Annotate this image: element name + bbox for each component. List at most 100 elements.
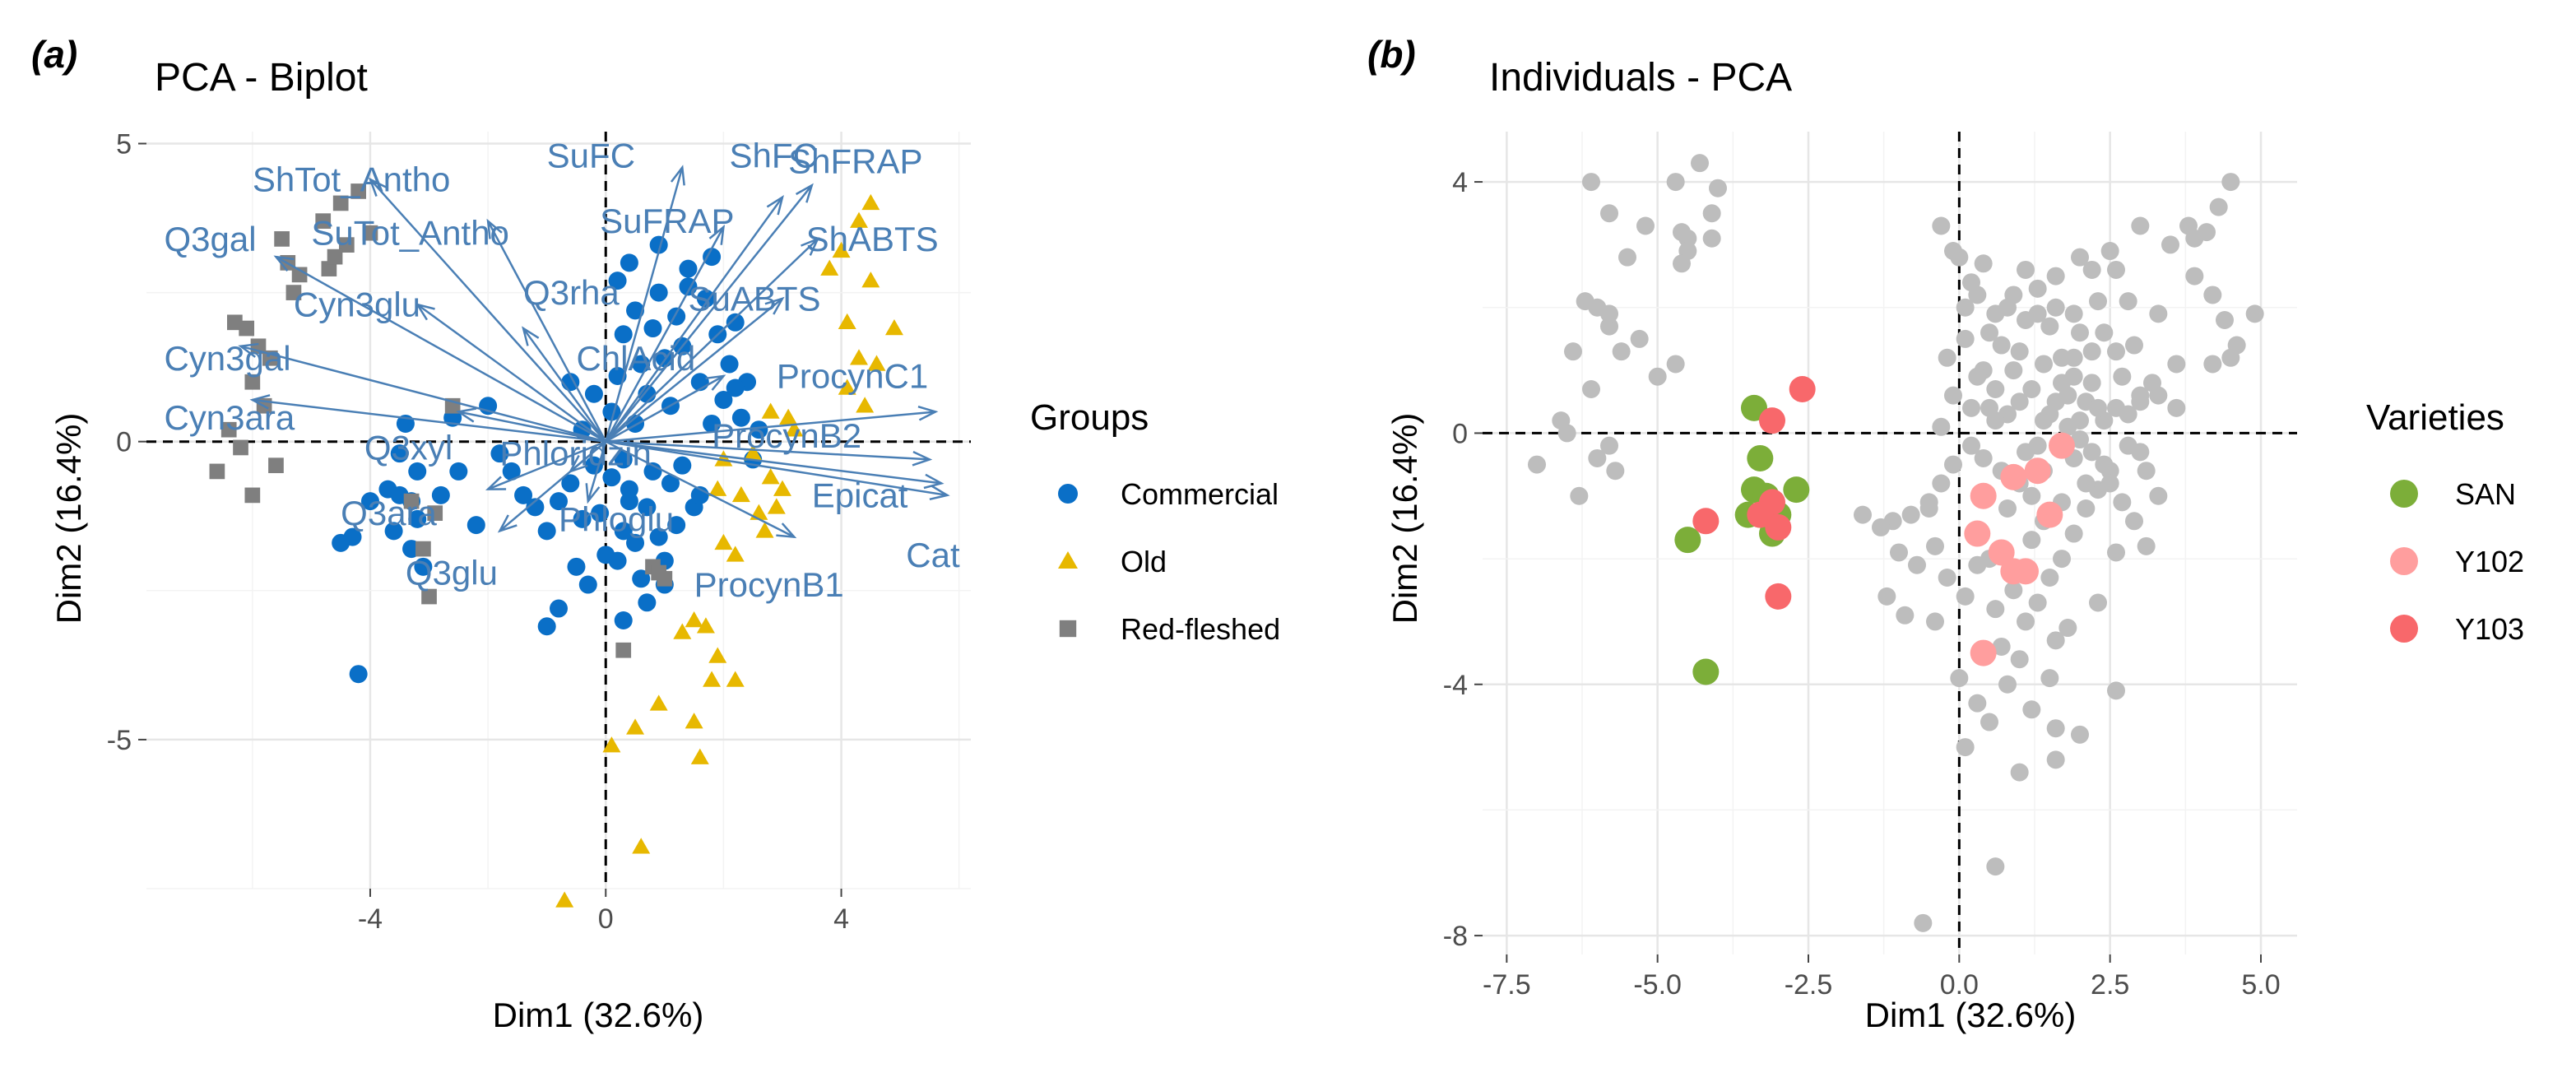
variable-label: Cyn3ara <box>164 398 295 437</box>
background-point <box>1600 304 1618 323</box>
point-old <box>773 480 791 496</box>
background-point <box>2113 493 2132 512</box>
background-point <box>2022 486 2041 505</box>
background-point <box>2137 536 2156 555</box>
background-point <box>1968 694 1987 713</box>
variable-label: SuFRAP <box>600 202 734 240</box>
point-old <box>744 444 763 461</box>
background-point <box>2077 499 2096 518</box>
background-point <box>1944 455 1962 474</box>
point-red-fleshed <box>239 320 255 337</box>
background-point <box>2100 474 2119 493</box>
point-y102 <box>2036 501 2063 528</box>
point-commercial <box>620 492 638 511</box>
point-red-fleshed <box>291 267 308 283</box>
background-point <box>1974 448 1993 467</box>
legend-key-commercial <box>1058 484 1078 504</box>
panel-a-y-axis-label: Dim2 (16.4%) <box>49 413 88 625</box>
variable-label: Q3ara <box>341 494 437 532</box>
background-point <box>2119 292 2137 311</box>
point-commercial <box>649 235 668 254</box>
point-red-fleshed <box>315 213 332 230</box>
point-old <box>785 420 804 437</box>
loading-arrow <box>606 440 948 497</box>
point-commercial <box>626 533 645 552</box>
point-old <box>708 647 727 663</box>
background-point <box>1702 229 1721 248</box>
background-point <box>2216 311 2234 330</box>
background-point <box>2071 411 2089 430</box>
background-point <box>2203 286 2222 304</box>
point-commercial <box>596 546 615 564</box>
point-old <box>820 259 839 276</box>
background-point <box>2071 248 2089 267</box>
point-old <box>779 408 798 425</box>
background-point <box>2245 304 2264 323</box>
loading-arrowhead <box>486 218 503 239</box>
panel-a-legend: Groups Commercial Old Red-fleshed <box>1030 397 1280 646</box>
point-y103 <box>1789 375 1816 402</box>
loading-arrowhead <box>795 183 814 203</box>
y-tick-label: 4 <box>1452 167 1468 198</box>
point-red-fleshed <box>615 642 632 658</box>
background-point <box>2167 355 2186 374</box>
point-commercial <box>614 522 633 541</box>
background-point <box>2040 317 2059 336</box>
point-old <box>731 485 750 503</box>
background-point <box>1962 436 1980 455</box>
background-point <box>2082 342 2101 361</box>
point-y103 <box>1765 583 1792 610</box>
loading-arrowhead <box>917 405 939 421</box>
background-point <box>2017 443 2035 462</box>
point-san <box>1747 444 1774 471</box>
point-red-fleshed <box>338 237 355 253</box>
panel-b-legend: Varieties SAN Y102 Y103 <box>2366 397 2524 646</box>
background-point <box>2046 750 2065 769</box>
point-red-fleshed <box>244 374 261 390</box>
variable-label: ProcynB2 <box>712 416 861 455</box>
variable-label: ProcynB1 <box>694 565 844 604</box>
loading-arrowhead <box>929 485 950 500</box>
background-point <box>1932 417 1951 436</box>
point-commercial <box>608 272 627 290</box>
loading-arrowhead <box>923 473 945 490</box>
point-commercial <box>561 474 580 493</box>
variable-label: Cat <box>906 536 960 574</box>
background-point <box>2137 462 2156 481</box>
background-point <box>2082 260 2101 279</box>
point-commercial <box>360 492 379 511</box>
background-point <box>2089 292 2107 311</box>
background-point <box>2053 550 2071 569</box>
point-commercial <box>449 462 468 481</box>
background-point <box>2046 267 2065 286</box>
background-point <box>2022 700 2041 719</box>
point-commercial <box>614 611 633 630</box>
point-commercial <box>343 527 362 546</box>
background-point <box>1998 298 2017 317</box>
point-y102 <box>1970 482 1997 509</box>
point-red-fleshed <box>403 493 420 509</box>
point-old <box>884 319 903 336</box>
panel-b-background-points <box>1528 154 2264 932</box>
point-commercial <box>620 253 638 272</box>
point-red-fleshed <box>220 421 237 438</box>
variable-label: ProcynC1 <box>777 356 928 395</box>
background-point <box>1528 455 1546 474</box>
point-commercial <box>578 575 597 594</box>
point-commercial <box>696 289 715 308</box>
background-point <box>2089 593 2107 612</box>
loading-arrowhead <box>497 514 518 533</box>
background-point <box>2064 304 2083 323</box>
background-point <box>1992 336 2011 355</box>
background-point <box>2100 462 2119 481</box>
background-point <box>1666 173 1685 192</box>
loading-arrowhead <box>568 454 588 474</box>
point-old <box>755 522 774 538</box>
loading-arrow <box>605 374 725 443</box>
loading-arrow <box>569 440 607 472</box>
point-old <box>726 546 745 562</box>
loading-arrowhead <box>776 522 797 539</box>
point-commercial <box>661 474 680 493</box>
point-commercial <box>390 444 409 463</box>
loading-arrowhead <box>708 224 726 245</box>
